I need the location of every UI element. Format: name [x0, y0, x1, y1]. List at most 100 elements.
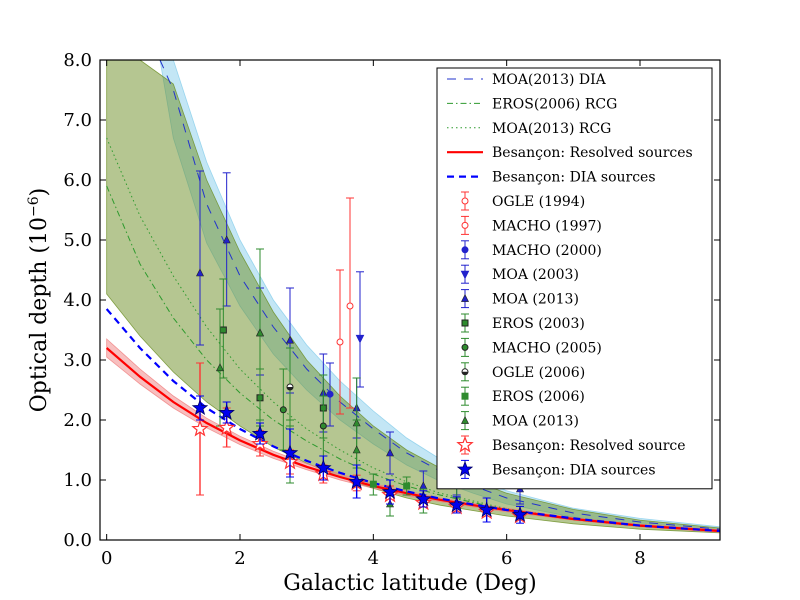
legend-marker-16: [456, 460, 474, 477]
series-besan-on-dia-sources-11: [191, 395, 529, 524]
legend-item-7: MACHO (2000): [461, 240, 602, 260]
x-tick-label-4: 8: [634, 548, 645, 569]
point-moa-2013-9-0: [216, 363, 224, 372]
point-besan-on-dia-sources-11-0: [191, 399, 209, 415]
legend-marker-8-shape: [460, 270, 470, 280]
legend-item-4: Besançon: DIA sources: [447, 170, 656, 186]
curve-moa-2013-rcg: [106, 137, 720, 532]
point-ogle-1994-0-0-shape: [336, 338, 344, 346]
point-moa-2013-4-6: [386, 448, 394, 457]
legend-marker-13: [461, 392, 469, 400]
legend-label-15: Besançon: Resolved source: [492, 438, 686, 454]
point-moa-2003-3-0-errorbar: [356, 271, 364, 388]
point-moa-2013-9-0-shape: [216, 363, 224, 372]
point-moa-2003-3-0-shape: [355, 334, 365, 344]
legend-item-5: OGLE (1994): [461, 191, 585, 211]
legend-marker-5: [461, 197, 469, 205]
legend-label-9: MOA (2013): [492, 292, 579, 308]
series-macho-1997-1: [346, 197, 354, 409]
point-eros-2006-8-1: [403, 482, 411, 490]
point-besan-on-dia-sources-11-3-shape: [281, 444, 299, 460]
y-axis-title-exponent: −6: [26, 196, 42, 217]
legend-label-10: EROS (2003): [492, 316, 585, 332]
point-besan-on-dia-sources-11-7-shape: [415, 490, 432, 507]
point-macho-1997-1-0-shape: [346, 302, 354, 310]
legend-marker-9: [461, 293, 469, 302]
point-macho-2005-6-1: [319, 422, 327, 430]
point-macho-1997-1-0: [346, 302, 354, 310]
y-tick-label-5: 5.0: [63, 230, 92, 251]
point-moa-2013-9-1: [256, 328, 264, 337]
legend-item-13: EROS (2006): [461, 386, 585, 406]
legend-label-6: MACHO (1997): [492, 218, 602, 234]
point-besan-on-dia-sources-11-6-shape: [381, 483, 399, 499]
point-ogle-2006-7-0-half: [287, 387, 293, 390]
point-macho-2000-2-0: [326, 390, 334, 398]
point-moa-2013-4-6-shape: [386, 448, 394, 457]
point-besan-on-dia-sources-11-3: [281, 444, 299, 460]
y-tick-label-2: 2.0: [63, 410, 92, 431]
y-axis-title-main: Optical depth (10: [27, 217, 52, 412]
series-ogle-1994-0: [336, 269, 344, 415]
legend-item-12: OGLE (2006): [461, 362, 585, 382]
legend-marker-16-shape: [456, 460, 474, 477]
legend-marker-13-shape: [461, 392, 469, 400]
point-besan-on-dia-sources-11-2-shape: [251, 425, 269, 441]
y-tick-label-7: 7.0: [63, 110, 92, 131]
point-ogle-1994-0-0: [336, 338, 344, 346]
legend-label-14: MOA (2013): [492, 414, 579, 430]
point-besan-on-resolved-source-10-0-shape: [191, 419, 209, 437]
x-tick-label-1: 2: [234, 548, 245, 569]
y-tick-label-1: 1.0: [63, 470, 92, 491]
point-moa-2013-9-1-shape: [256, 328, 264, 337]
point-besan-on-dia-sources-11-1: [218, 404, 235, 420]
legend-marker-7-shape: [461, 246, 469, 254]
point-moa-2013-4-0-errorbar: [196, 170, 204, 346]
legend-item-14: MOA (2013): [461, 411, 579, 431]
point-besan-on-dia-sources-11-0-shape: [191, 399, 209, 415]
legend-label-1: EROS(2006) RCG: [492, 96, 617, 112]
point-macho-2005-6-0: [279, 406, 287, 414]
series-eros-2006-8: [369, 473, 411, 496]
legend-marker-11-shape: [461, 343, 469, 351]
legend-label-2: MOA(2013) RCG: [492, 121, 611, 137]
legend-marker-14: [461, 415, 469, 424]
y-axis-title: Optical depth (10−6): [26, 188, 52, 412]
legend-marker-6-shape: [461, 221, 469, 229]
x-axis-ticks: 0 2 4 6 8: [101, 60, 646, 569]
legend-label-8: MOA (2003): [492, 267, 579, 283]
x-tick-label-2: 4: [368, 548, 379, 569]
point-besan-on-dia-sources-11-10: [511, 506, 529, 522]
point-eros-2006-8-0-shape: [369, 480, 377, 488]
legend-marker-12-half: [462, 371, 468, 375]
legend-item-2: MOA(2013) RCG: [447, 121, 611, 137]
legend-item-9: MOA (2013): [461, 289, 579, 309]
x-tick-label-3: 6: [501, 548, 512, 569]
point-moa-2003-3-0: [355, 334, 365, 344]
legend-label-11: MACHO (2005): [492, 340, 602, 356]
point-moa-2013-4-1-shape: [222, 235, 231, 244]
legend-marker-8: [460, 270, 470, 280]
legend-marker-10-shape: [461, 319, 469, 327]
point-besan-on-dia-sources-11-7: [415, 490, 432, 507]
point-besan-on-resolved-source-10-1-shape: [217, 418, 236, 436]
y-tick-label-8: 8.0: [63, 50, 92, 71]
series-moa-2003-3: [355, 271, 365, 388]
legend-item-16: Besançon: DIA sources: [456, 459, 656, 479]
point-besan-on-dia-sources-11-4-shape: [315, 459, 332, 475]
legend-marker-15: [456, 435, 474, 453]
point-eros-2003-5-0: [219, 326, 227, 334]
point-besan-on-dia-sources-11-9-shape: [478, 501, 495, 517]
point-eros-2006-8-0: [369, 480, 377, 488]
x-axis-title: Galactic latitude (Deg): [283, 571, 536, 596]
point-besan-on-dia-sources-11-8-shape: [448, 496, 465, 513]
point-macho-2000-2-0-shape: [326, 390, 334, 398]
point-besan-on-dia-sources-11-4: [315, 459, 332, 475]
legend-marker-11: [461, 343, 469, 351]
legend-box: [436, 67, 713, 490]
legend-marker-15-shape: [456, 435, 474, 453]
legend-item-8: MOA (2003): [460, 264, 579, 284]
legend-item-3: Besançon: Resolved sources: [447, 145, 693, 161]
legend-marker-6: [461, 221, 469, 229]
